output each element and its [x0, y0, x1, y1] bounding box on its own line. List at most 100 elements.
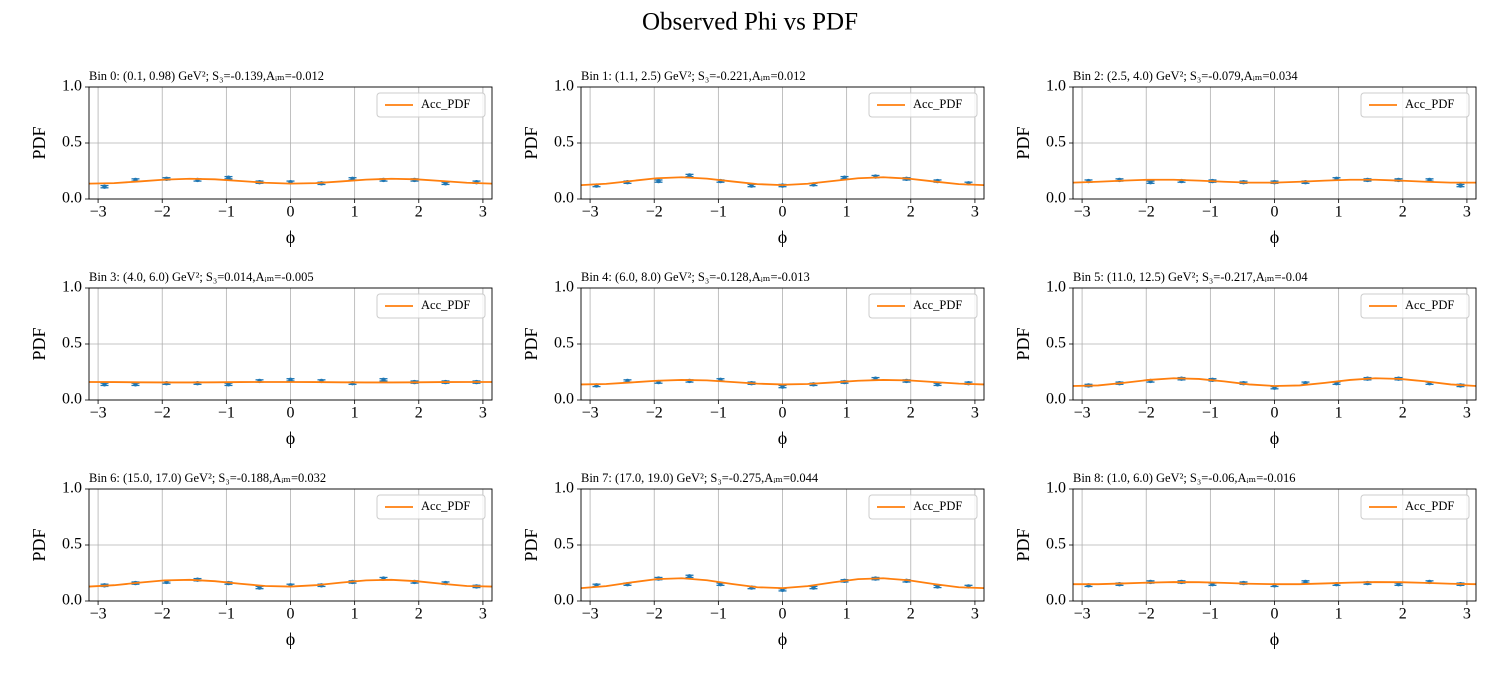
x-tick-label: 0 [287, 204, 295, 221]
axes-frame [1072, 287, 1477, 401]
x-tick-label: −1 [1202, 606, 1219, 623]
x-tick-label: 1 [1335, 204, 1343, 221]
legend-label: Acc_PDF [913, 97, 962, 111]
x-tick-label: 0 [1271, 606, 1279, 623]
legend-box [1360, 293, 1470, 319]
x-tick-label: 2 [907, 405, 915, 422]
x-tick-label: 0 [779, 405, 787, 422]
x-tick-label: 0 [779, 606, 787, 623]
x-tick-label: 0 [1271, 405, 1279, 422]
x-tick-label: 3 [971, 405, 979, 422]
subplot-title: Bin 8: (1.0, 6.0) GeV²; S₃=-0.06,Aᵢₘ=-0.… [1073, 471, 1296, 485]
x-tick-label: 3 [1463, 204, 1471, 221]
x-tick-label: −2 [646, 606, 663, 623]
series-line [1073, 581, 1477, 586]
data-point [102, 184, 107, 189]
axes-frame [88, 287, 493, 401]
axes-frame [580, 287, 985, 401]
x-axis-label: ϕ [1270, 629, 1279, 649]
y-tick-label: 0.5 [62, 134, 82, 151]
data-point [288, 377, 293, 383]
data-point [1458, 183, 1463, 188]
x-tick-label: 3 [479, 204, 487, 221]
x-tick-label: 2 [907, 204, 915, 221]
series-line [580, 577, 985, 590]
subplot-title: Bin 1: (1.1, 2.5) GeV²; S₃=-0.221,Aᵢₘ=0.… [581, 69, 806, 83]
x-axis-label: ϕ [286, 227, 295, 247]
x-axis-label: ϕ [778, 227, 787, 247]
x-tick-label: 1 [843, 405, 851, 422]
y-tick-label: 1.0 [554, 279, 574, 296]
x-tick-label: −1 [710, 405, 727, 422]
figure-title: Observed Phi vs PDF [642, 9, 858, 36]
y-tick-label: 0.5 [62, 536, 82, 553]
x-tick-label: 3 [479, 405, 487, 422]
series-line [580, 176, 985, 187]
subplot-title: Bin 4: (6.0, 8.0) GeV²; S₃=-0.128,Aᵢₘ=-0… [581, 270, 810, 284]
x-tick-label: −1 [218, 606, 235, 623]
x-tick-label: 2 [415, 606, 423, 623]
legend-label: Acc_PDF [1405, 97, 1454, 111]
y-axis-label: PDF [521, 327, 541, 360]
x-tick-label: 2 [415, 405, 423, 422]
axes-frame [88, 488, 493, 602]
y-tick-label: 0.0 [1046, 190, 1066, 207]
x-axis-label: ϕ [1270, 428, 1279, 448]
legend-box [376, 494, 486, 520]
y-tick-label: 1.0 [62, 78, 82, 95]
x-tick-label: −1 [710, 606, 727, 623]
y-tick-label: 1.0 [554, 78, 574, 95]
y-axis-label: PDF [29, 528, 49, 561]
x-tick-label: −2 [1138, 405, 1155, 422]
x-tick-label: −2 [646, 204, 663, 221]
y-tick-label: 0.5 [1046, 134, 1066, 151]
legend-label: Acc_PDF [421, 499, 470, 513]
subplot-title: Bin 0: (0.1, 0.98) GeV²; S₃=-0.139,Aᵢₘ=-… [89, 69, 324, 83]
x-tick-label: 1 [351, 405, 359, 422]
x-axis-label: ϕ [286, 629, 295, 649]
y-axis-label: PDF [521, 528, 541, 561]
data-point [226, 175, 231, 180]
x-tick-label: 3 [1463, 606, 1471, 623]
y-tick-label: 0.0 [62, 391, 82, 408]
y-tick-label: 0.0 [62, 190, 82, 207]
x-tick-label: 2 [415, 204, 423, 221]
x-tick-label: −2 [154, 606, 171, 623]
x-tick-label: 1 [1335, 405, 1343, 422]
data-point [1148, 180, 1153, 185]
x-tick-label: 1 [351, 204, 359, 221]
legend-box [1360, 92, 1470, 118]
x-tick-label: −1 [710, 204, 727, 221]
x-tick-label: −3 [582, 204, 599, 221]
legend-box [376, 293, 486, 319]
legend-label: Acc_PDF [1405, 298, 1454, 312]
x-tick-label: 3 [971, 606, 979, 623]
legend-label: Acc_PDF [913, 298, 962, 312]
subplot-title: Bin 3: (4.0, 6.0) GeV²; S₃=0.014,Aᵢₘ=-0.… [89, 270, 314, 284]
legend-box [1360, 494, 1470, 520]
x-tick-label: 3 [479, 606, 487, 623]
y-axis-label: PDF [1013, 126, 1033, 159]
subplot-title: Bin 7: (17.0, 19.0) GeV²; S₃=-0.275,Aᵢₘ=… [581, 471, 819, 485]
data-point [656, 178, 661, 184]
axes-frame [580, 488, 985, 602]
y-axis-label: PDF [29, 126, 49, 159]
legend-label: Acc_PDF [913, 499, 962, 513]
x-tick-label: −1 [1202, 405, 1219, 422]
legend-box [868, 293, 978, 319]
y-axis-label: PDF [521, 126, 541, 159]
x-tick-label: 2 [1399, 405, 1407, 422]
y-tick-label: 0.0 [1046, 592, 1066, 609]
legend-label: Acc_PDF [421, 97, 470, 111]
data-point [381, 377, 386, 383]
x-axis-label: ϕ [778, 428, 787, 448]
series-line [1072, 377, 1477, 387]
data-point [102, 382, 107, 387]
y-tick-label: 0.0 [62, 592, 82, 609]
x-tick-label: 1 [843, 606, 851, 623]
axes-frame [580, 86, 985, 200]
x-tick-label: 3 [1463, 405, 1471, 422]
y-axis-label: PDF [29, 327, 49, 360]
